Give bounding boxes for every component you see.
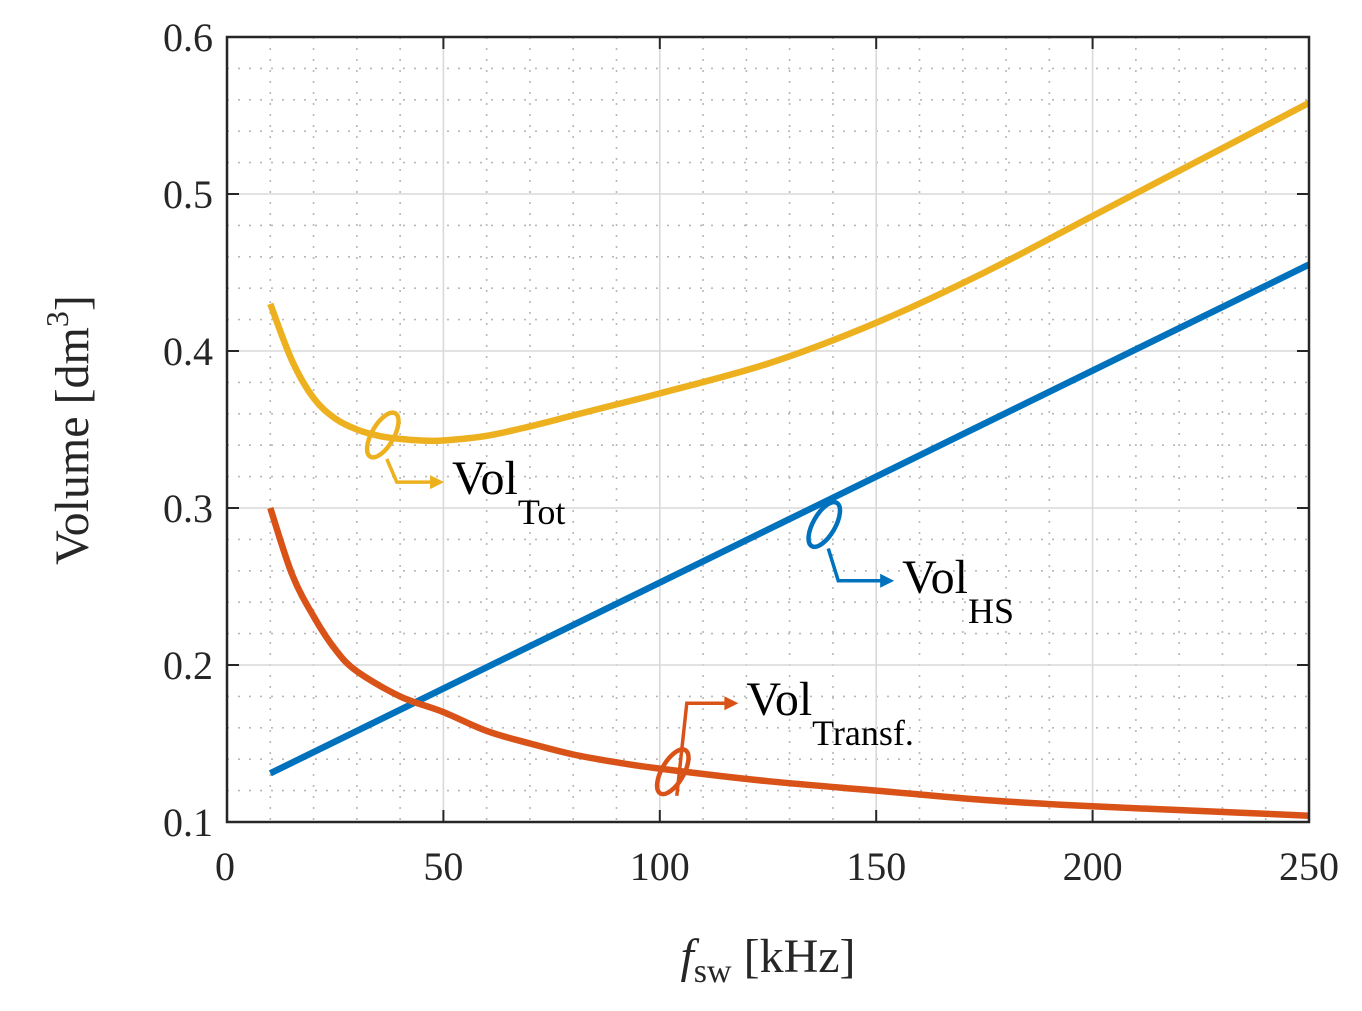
y-tick-label: 0.3 — [163, 486, 213, 531]
series-line-hs — [268, 261, 1311, 777]
plot-background — [227, 37, 1309, 822]
tick-labels: 0 50 100 150 200 250 0.1 0.2 0.3 0.4 0.5 0.6 — [163, 15, 1339, 889]
annotation-transf: VolTransf. — [654, 673, 914, 797]
series-label-main: Vol — [746, 673, 812, 726]
series-label-subscript: Tot — [518, 492, 565, 532]
x-tick-label: 100 — [630, 844, 690, 889]
series-label-subscript: Transf. — [812, 713, 914, 753]
annotation-leader — [385, 458, 435, 484]
annotation-ellipse — [364, 410, 401, 460]
axis-ticks — [226, 36, 1310, 823]
annotation-ellipse — [654, 747, 691, 797]
y-axis-label-main: Volume [dm — [46, 327, 99, 565]
minor-grid — [227, 37, 1309, 822]
x-tick-label: 250 — [1279, 844, 1339, 889]
y-axis-label-superscript: 3 — [39, 311, 75, 327]
annotation-leader — [675, 701, 729, 796]
x-axis-label-unit: [kHz] — [732, 930, 856, 983]
plot-frame — [225, 35, 1311, 824]
y-tick-label: 0.6 — [163, 15, 213, 60]
annotation-hs: VolHS — [806, 499, 1014, 631]
annotation-ellipse — [806, 499, 843, 550]
y-axis-label: Volume [dm3] — [39, 295, 99, 565]
x-tick-label: 0 — [215, 844, 235, 889]
series-line-transf — [267, 506, 1310, 819]
y-tick-label: 0.4 — [163, 329, 213, 374]
series-label-tot: VolTot — [452, 452, 565, 532]
y-tick-label: 0.5 — [163, 172, 213, 217]
x-axis-label: fsw [kHz] — [680, 930, 855, 990]
series-layer — [267, 100, 1311, 819]
annotation-leader — [826, 547, 885, 583]
series-label-subscript: HS — [968, 591, 1014, 631]
x-tick-label: 200 — [1063, 844, 1123, 889]
annotation-arrowhead — [430, 475, 445, 490]
series-line-tot — [267, 100, 1311, 445]
annotation-tot: VolTot — [364, 410, 565, 532]
series-label-main: Vol — [902, 551, 968, 604]
series-label-transf: VolTransf. — [746, 673, 914, 753]
y-tick-label: 0.2 — [163, 643, 213, 688]
x-axis-label-subscript: sw — [694, 953, 732, 990]
y-tick-label: 0.1 — [163, 800, 213, 845]
annotation-arrowhead — [724, 696, 739, 711]
y-axis-label-close: ] — [46, 295, 99, 311]
series-label-main: Vol — [452, 452, 518, 505]
x-tick-label: 150 — [846, 844, 906, 889]
x-tick-label: 50 — [423, 844, 463, 889]
annotation-arrowhead — [880, 573, 895, 588]
series-label-hs: VolHS — [902, 551, 1014, 631]
